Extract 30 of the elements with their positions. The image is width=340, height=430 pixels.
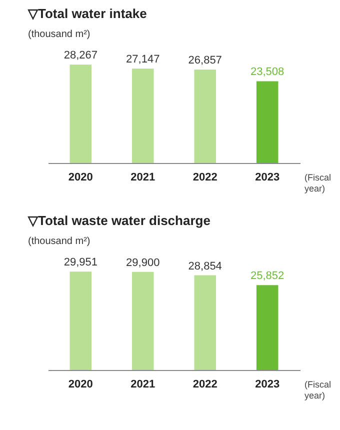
- bar: [256, 81, 278, 163]
- bar: [256, 285, 278, 370]
- x-tick-label: 2022: [192, 172, 218, 184]
- x-tick-label: 2021: [130, 172, 156, 184]
- data-label: 23,508: [250, 66, 284, 78]
- x-tick-label: 2021: [130, 378, 156, 390]
- x-axis-title: (Fiscal year): [304, 380, 331, 400]
- bar: [70, 64, 92, 163]
- y-axis-title: (thousand m²): [28, 236, 90, 247]
- bar: [132, 272, 154, 370]
- data-label: 26,857: [188, 54, 222, 67]
- x-tick-label: 2020: [68, 378, 93, 390]
- bar: [194, 70, 216, 163]
- data-label: 28,267: [64, 50, 98, 62]
- x-tick-label: 2020: [68, 172, 93, 184]
- chart-title: ▽Total water intake: [27, 6, 147, 21]
- bar: [194, 275, 216, 370]
- data-label: 29,900: [126, 256, 160, 269]
- bar: [132, 68, 154, 163]
- chart-title: ▽Total waste water discharge: [27, 213, 210, 228]
- x-tick-label: 2023: [255, 378, 280, 390]
- data-label: 27,147: [126, 54, 160, 66]
- x-axis-title: (Fiscal year): [304, 172, 331, 194]
- y-axis-title: (thousand m²): [28, 29, 90, 40]
- bar: [70, 272, 92, 370]
- x-tick-label: 2023: [255, 172, 280, 184]
- data-label: 28,854: [188, 260, 222, 272]
- data-label: 29,951: [64, 256, 98, 269]
- data-label: 25,852: [250, 270, 284, 282]
- x-tick-label: 2022: [192, 378, 218, 390]
